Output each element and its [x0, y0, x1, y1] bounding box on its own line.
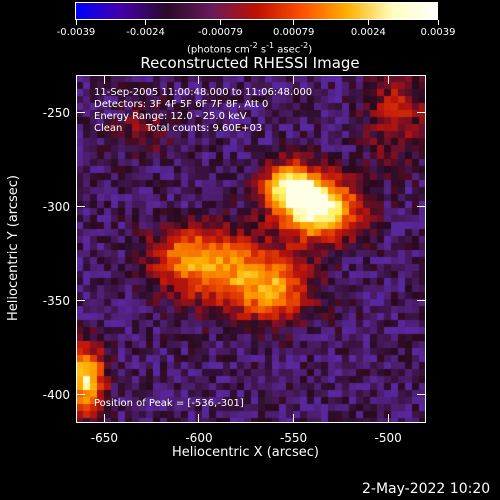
x-tick-top [198, 76, 200, 84]
colorbar-tick [219, 20, 221, 25]
colorbar-tick-label: -0.00079 [197, 27, 243, 38]
y-tick-right [417, 394, 425, 396]
colorbar-tick-label: -0.0024 [126, 27, 165, 38]
x-tick-top [293, 76, 295, 84]
colorbar-tick [367, 20, 369, 25]
annotation-peak: Position of Peak = [-536,-301] [94, 398, 244, 409]
annotation-detectors: Detectors: 3F 4F 5F 6F 7F 8F, Att 0 [94, 99, 269, 110]
y-tick [77, 394, 85, 396]
colorbar-tick-label: 0.0039 [420, 27, 456, 38]
y-tick-label: -250 [42, 105, 70, 120]
chart-title: Reconstructed RHESSI Image [140, 54, 360, 72]
y-tick-right [417, 112, 425, 114]
y-axis-label: Heliocentric Y (arcsec) [6, 175, 21, 321]
x-tick-label: -600 [185, 431, 213, 445]
colorbar-tick [293, 20, 295, 25]
y-tick-label: -350 [42, 293, 70, 308]
colorbar-tick [145, 20, 147, 25]
annotation-clean: Clean [94, 123, 123, 134]
x-tick-top [387, 76, 389, 84]
heatmap-image [76, 75, 426, 423]
x-tick-label: -550 [279, 431, 308, 445]
colorbar-tick-label: -0.0039 [56, 27, 96, 38]
y-tick-label: -400 [42, 387, 70, 402]
annotation-time: 11-Sep-2005 11:00:48.000 to 11:06:48.000 [94, 87, 313, 98]
colorbar-frame [75, 2, 438, 20]
y-tick [77, 206, 85, 208]
annotation-energy: Energy Range: 12.0 - 25.0 keV [94, 111, 247, 122]
plot-frame [76, 75, 426, 423]
annotation-counts: Total counts: 9.60E+03 [146, 123, 263, 134]
x-tick [387, 414, 389, 422]
y-tick-right [417, 300, 425, 302]
colorbar-unit-label: (photons cm-2 s-1 asec-2) [187, 41, 313, 56]
y-tick-right [417, 206, 425, 208]
colorbar-tick-label: 0.0024 [350, 27, 386, 38]
x-tick-label: -500 [374, 431, 402, 445]
y-tick [77, 112, 85, 114]
y-tick [77, 300, 85, 302]
colorbar-tick-label: 0.00079 [272, 27, 315, 38]
x-tick-label: -650 [90, 431, 118, 445]
colorbar-tick [437, 20, 439, 25]
footer-date: 2-May-2022 10:20 [362, 481, 491, 497]
x-axis-label: Heliocentric X (arcsec) [172, 445, 319, 460]
colorbar-tick [75, 20, 77, 25]
x-tick [198, 414, 200, 422]
x-tick-top [103, 76, 105, 84]
colorbar [76, 3, 438, 20]
y-tick-label: -300 [42, 199, 70, 214]
x-tick [293, 414, 295, 422]
x-tick [103, 414, 105, 422]
